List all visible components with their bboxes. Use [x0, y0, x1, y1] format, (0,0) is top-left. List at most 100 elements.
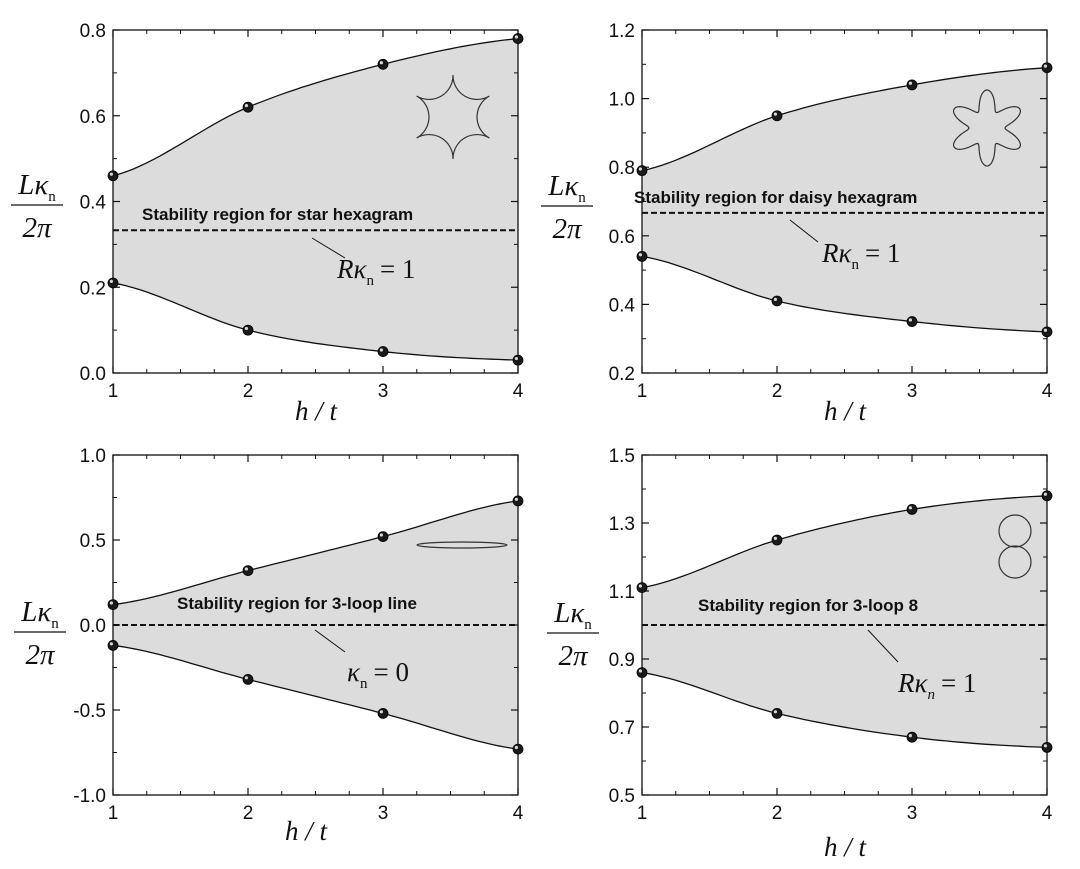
y-axis-label-numerator: Lκn [553, 597, 592, 633]
y-tick-label: 0.0 [80, 616, 106, 637]
x-tick-label: 3 [907, 803, 918, 824]
annotation-leader-line [311, 237, 346, 259]
reference-line-label: Rκn = 1 [897, 668, 976, 703]
data-point-highlight [244, 103, 248, 108]
y-tick-label: 0.8 [80, 21, 106, 42]
stability-region-label: Stability region for 3-loop line [177, 594, 417, 613]
lower-data-point [512, 743, 524, 755]
data-point-highlight [773, 297, 778, 301]
y-tick-label: -1.0 [73, 786, 106, 807]
data-point-highlight [109, 172, 113, 176]
upper-boundary-line [112, 500, 519, 606]
data-point-highlight [109, 279, 113, 283]
x-tick-label: 1 [108, 381, 119, 402]
y-axis-label-denominator: 2π [25, 639, 56, 671]
reference-label-main: Rκ [897, 668, 928, 698]
stability-region-label: Stability region for daisy hexagram [634, 188, 917, 207]
y-axis-label-numerator: Lκn [17, 169, 56, 205]
lower-boundary-line [641, 255, 1048, 333]
lower-data-point [906, 731, 918, 743]
stability-region-fill [642, 67, 1047, 332]
upper-data-point [377, 531, 389, 542]
data-point-highlight [1043, 64, 1047, 68]
data-point-highlight [908, 81, 913, 85]
reference-line-label: Rκn = 1 [336, 254, 415, 289]
upper-data-point [771, 534, 783, 546]
data-point-highlight [773, 536, 778, 541]
data-point-highlight [514, 356, 519, 361]
upper-data-point [636, 582, 648, 593]
y-tick-label: 1.3 [609, 514, 635, 535]
data-point-highlight [638, 253, 643, 257]
x-tick-label: 2 [243, 803, 254, 824]
lower-data-point [377, 708, 389, 719]
reference-label-subscript: n [927, 687, 935, 703]
figure-eight-upper-loop [998, 514, 1032, 548]
y-tick-label: 0.2 [609, 364, 635, 385]
reference-label-main: Rκ [821, 238, 852, 268]
upper-data-point [1041, 490, 1053, 502]
x-tick-label: 3 [378, 381, 389, 402]
data-point-highlight [908, 506, 913, 510]
y-axis-label: Lκn 2π [541, 170, 593, 245]
y-tick-label: 0.9 [609, 650, 635, 671]
upper-data-point [771, 110, 783, 122]
upper-data-point [1041, 62, 1053, 74]
stability-region-label: Stability region for star hexagram [142, 205, 413, 224]
lower-data-point [242, 324, 254, 336]
star-hexagram-icon [416, 74, 490, 160]
lower-data-point [107, 277, 119, 289]
data-point-highlight [244, 676, 248, 680]
data-point-highlight [379, 61, 383, 65]
upper-data-point [906, 503, 918, 515]
stability-region-label: Stability region for 3-loop 8 [698, 596, 918, 615]
y-label-symbols: Lκ [547, 170, 579, 202]
x-tick-label: 3 [907, 381, 918, 402]
stability-region-fill [642, 495, 1047, 748]
x-tick-label: 2 [772, 803, 783, 824]
lower-data-point [636, 250, 648, 262]
reference-label-subscript: n [360, 676, 368, 692]
y-tick-label: 0.8 [609, 158, 635, 179]
upper-data-point [107, 170, 119, 182]
x-tick-label: 2 [243, 381, 254, 402]
y-tick-label: 0.4 [609, 295, 636, 316]
data-point-highlight [908, 318, 913, 322]
figure-eight-icon [998, 514, 1032, 579]
x-tick-label: 4 [1042, 381, 1053, 402]
y-tick-label: 0.4 [80, 193, 107, 214]
upper-data-point [512, 33, 524, 44]
y-axis-label: Lκn 2π [547, 597, 599, 672]
upper-data-point [242, 565, 254, 576]
reference-label-main: κ [347, 657, 361, 687]
lower-data-point [1041, 742, 1053, 753]
x-axis-label: h / t [824, 396, 868, 426]
x-tick-label: 1 [108, 803, 119, 824]
chart-panel-2: 1 2 3 4 0.2 0.4 0.6 0.8 1.0 1.2 Stability region f… [541, 21, 1053, 426]
upper-data-point [242, 101, 254, 113]
y-tick-label: 0.6 [609, 227, 635, 248]
lower-boundary-line [112, 644, 519, 750]
data-point-highlight [514, 35, 519, 39]
y-tick-label: 1.2 [609, 21, 635, 42]
lower-data-point [512, 354, 524, 366]
reference-line-label: Rκn = 1 [821, 238, 900, 273]
x-axis-label: h / t [285, 816, 329, 846]
x-tick-label: 4 [513, 381, 524, 402]
y-tick-label: 1.1 [609, 582, 635, 603]
y-tick-label: 0.5 [609, 786, 635, 807]
data-point-highlight [109, 642, 113, 646]
upper-data-point [636, 165, 648, 177]
y-label-subscript: n [584, 617, 592, 633]
y-tick-label: 1.0 [80, 446, 106, 467]
y-tick-label: 0.7 [609, 718, 635, 739]
data-point-highlight [773, 112, 778, 116]
y-label-subscript: n [48, 189, 56, 205]
reference-label-subscript: n [366, 273, 374, 289]
upper-boundary-line [641, 67, 1048, 172]
data-point-highlight [1043, 744, 1047, 748]
reference-line-label: κn = 0 [347, 657, 409, 692]
y-axis-label: Lκn 2π [11, 169, 63, 244]
data-point-highlight [908, 734, 913, 738]
